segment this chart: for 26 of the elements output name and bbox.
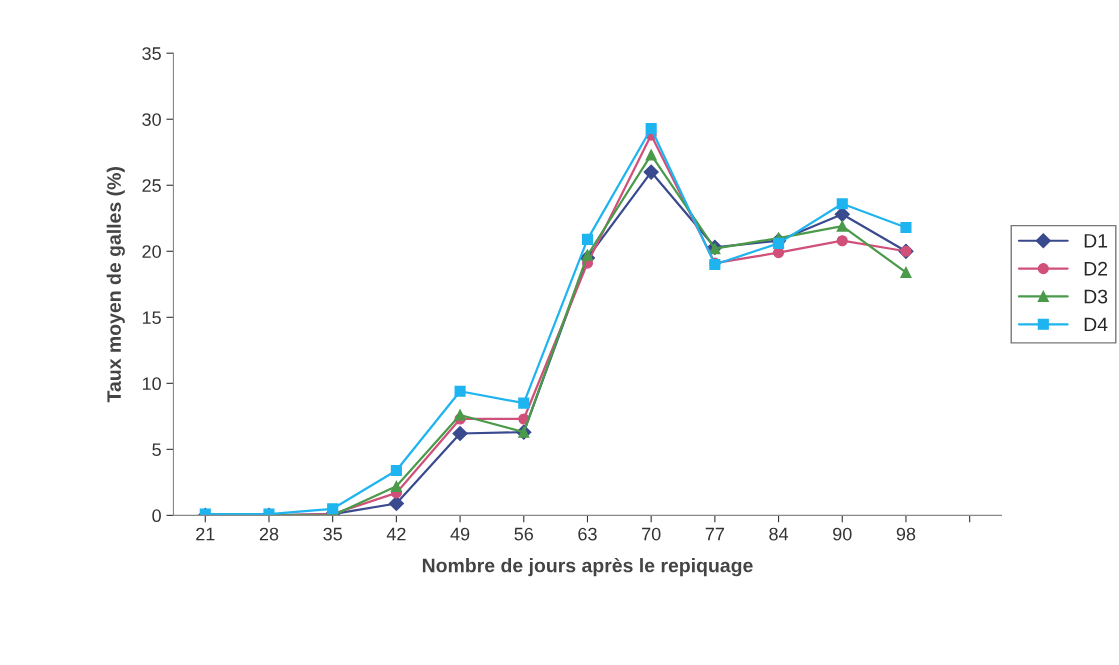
legend-label: D2 xyxy=(1084,261,1108,276)
x-tick-label: 42 xyxy=(386,527,406,541)
x-axis-title: Nombre de jours après le repiquage xyxy=(422,557,753,577)
y-tick-label: 10 xyxy=(142,377,161,391)
x-tick-label: 21 xyxy=(196,527,215,541)
x-tick-label: 49 xyxy=(450,527,470,541)
legend-label: D1 xyxy=(1084,234,1108,248)
legend-label: D4 xyxy=(1084,317,1108,332)
legend-label: D3 xyxy=(1084,289,1108,304)
x-tick-label: 35 xyxy=(323,527,342,541)
y-tick-label: 30 xyxy=(142,113,161,126)
x-tick-label: 63 xyxy=(578,527,597,541)
y-tick-label: 0 xyxy=(152,509,161,523)
x-tick-label: 98 xyxy=(896,527,916,541)
x-tick-label: 28 xyxy=(259,527,279,541)
y-tick-label: 20 xyxy=(142,245,161,258)
x-tick-label: 90 xyxy=(833,527,852,541)
y-tick-label: 35 xyxy=(142,47,161,60)
y-axis-title: Taux moyen de galles (%) xyxy=(106,167,125,403)
x-tick-label: 84 xyxy=(769,527,789,541)
y-tick-label: 25 xyxy=(142,179,161,192)
y-tick-label: 5 xyxy=(152,443,161,457)
x-tick-label: 77 xyxy=(705,527,724,541)
x-tick-label: 70 xyxy=(642,527,661,541)
y-tick-label: 15 xyxy=(142,311,161,325)
x-tick-label: 56 xyxy=(514,527,534,541)
